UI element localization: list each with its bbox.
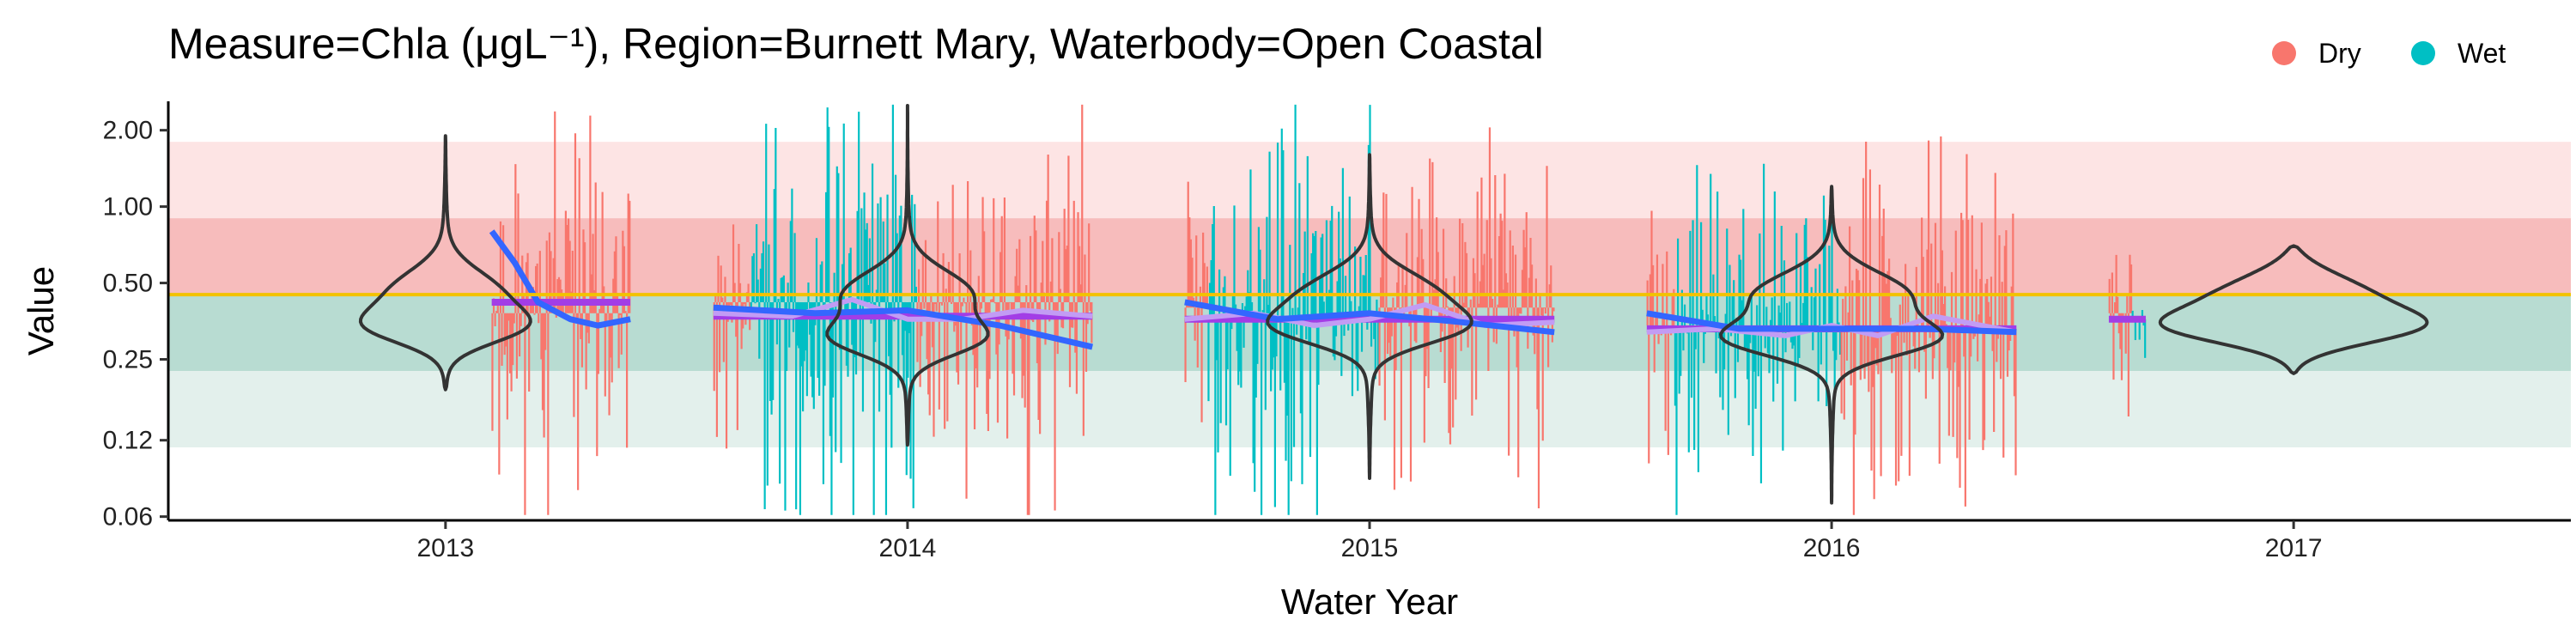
legend-wet-swatch (2411, 41, 2435, 65)
trend-line (489, 229, 631, 329)
x-tick-label: 2015 (1341, 534, 1399, 562)
legend-dry-swatch (2272, 41, 2296, 65)
smooth-line (713, 296, 1093, 322)
violin-2014 (825, 104, 990, 447)
legend-dry-label: Dry (2318, 38, 2361, 69)
legend-wet-label: Wet (2458, 38, 2506, 69)
y-tick-label: 0.50 (103, 270, 153, 298)
plot-area (168, 104, 2571, 515)
x-axis-label: Water Year (1281, 581, 1458, 622)
x-tick-label: 2017 (2265, 534, 2323, 562)
x-ticks: 2013 2014 2015 2016 2017 (416, 520, 2323, 562)
trend-line (713, 304, 1093, 350)
smooth-line (1646, 313, 2017, 338)
y-tick-label: 0.25 (103, 346, 153, 374)
violin-2016 (1719, 185, 1945, 505)
y-tick-label: 0.06 (103, 503, 153, 532)
y-axis-label: Value (21, 266, 61, 355)
legend: Dry Wet (2272, 38, 2506, 69)
violin-2013 (358, 134, 532, 392)
violin-2015 (1266, 153, 1473, 480)
violin-2017 (2158, 244, 2429, 375)
x-tick-label: 2013 (416, 534, 474, 562)
trend-line (1184, 299, 1555, 336)
y-ticks: 0.06 0.12 0.25 0.50 1.00 2.00 (103, 117, 168, 532)
x-tick-label: 2016 (1803, 534, 1861, 562)
y-tick-label: 1.00 (103, 193, 153, 222)
trend-lines (489, 229, 2017, 350)
x-tick-label: 2014 (879, 534, 937, 562)
chart-title: Measure=Chla (μgL⁻¹), Region=Burnett Mar… (168, 20, 1544, 68)
y-tick-label: 2.00 (103, 117, 153, 145)
y-tick-label: 0.12 (103, 427, 153, 455)
violins (358, 104, 2429, 505)
trend-line (1646, 310, 2017, 336)
